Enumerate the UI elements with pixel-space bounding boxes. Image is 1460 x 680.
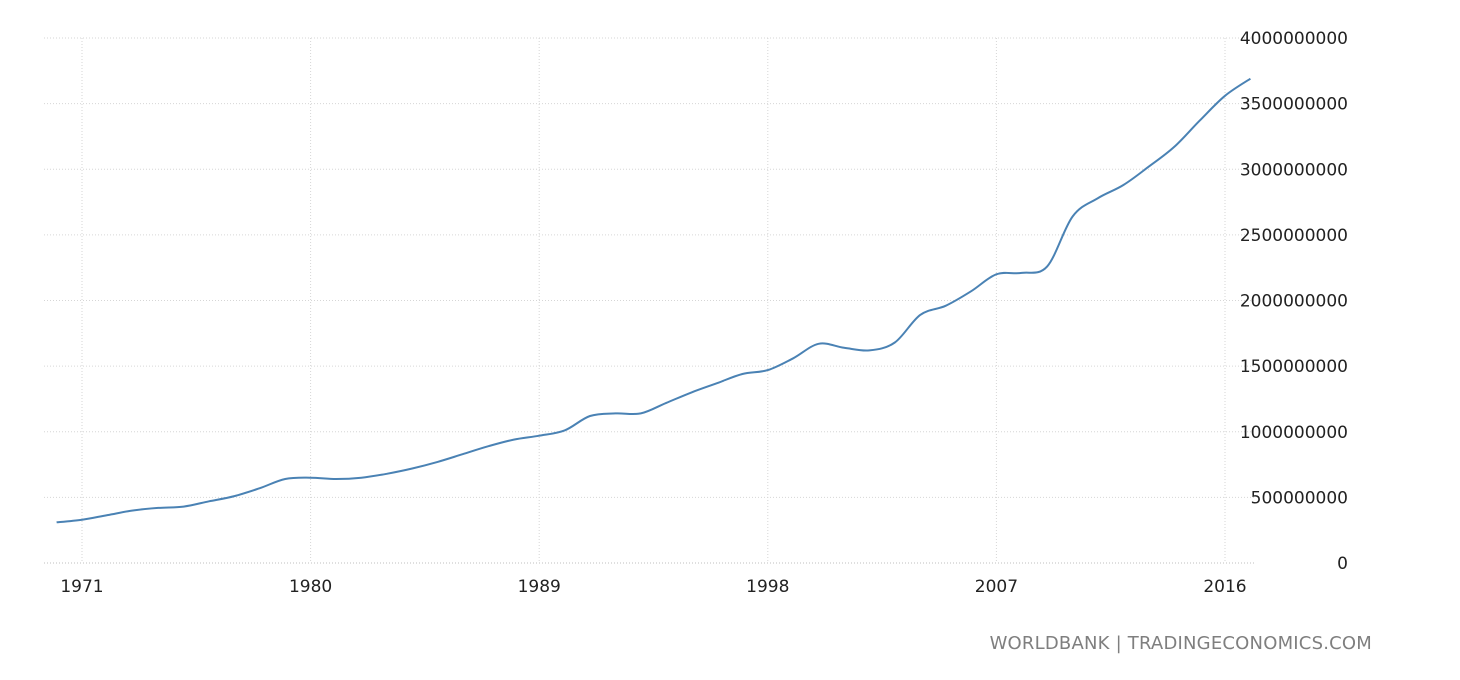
x-tick-label: 1980 [289,577,332,597]
y-tick-label: 0 [1337,554,1348,574]
y-tick-label: 2000000000 [1240,292,1348,312]
series-line [56,77,1251,524]
y-tick-label: 1000000000 [1240,423,1348,443]
grid-lines [44,37,1254,564]
x-tick-label: 2016 [1203,577,1246,597]
y-tick-label: 2500000000 [1240,226,1348,246]
y-tick-label: 3500000000 [1240,95,1348,115]
y-tick-label: 1500000000 [1240,357,1348,377]
x-tick-label: 2007 [975,577,1018,597]
axis-ticks: 0 500000000 1000000000 1500000000 2000000000… [60,29,1348,597]
x-tick-label: 1989 [518,577,561,597]
y-tick-label: 500000000 [1251,488,1348,508]
y-tick-label: 4000000000 [1240,29,1348,49]
source-attribution: WORLDBANK | TRADINGECONOMICS.COM [989,633,1372,654]
x-tick-label: 1971 [60,577,103,597]
y-tick-label: 3000000000 [1240,160,1348,180]
x-tick-label: 1998 [746,577,789,597]
